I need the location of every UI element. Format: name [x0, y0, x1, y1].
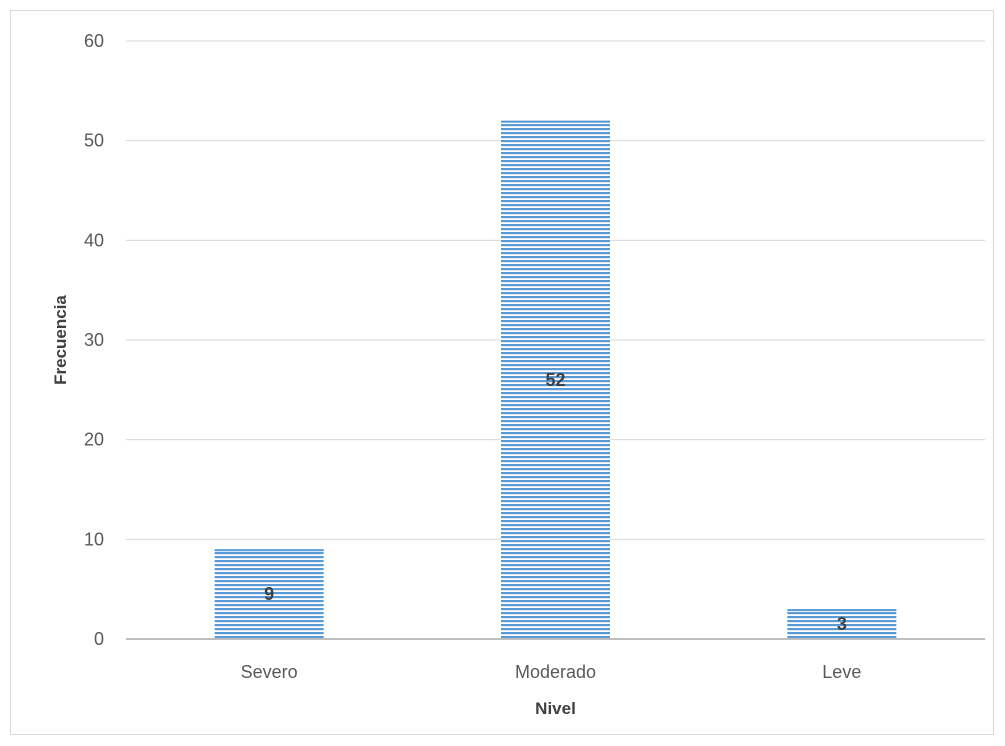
bar-moderado	[501, 120, 610, 639]
y-axis-title: Frecuencia	[51, 295, 70, 385]
bar-severo	[214, 549, 324, 639]
y-tick-label: 30	[84, 330, 104, 350]
data-label: 3	[837, 614, 847, 634]
data-label: 9	[264, 584, 274, 604]
x-tick-labels: Severo Moderado Leve	[241, 662, 862, 682]
data-label: 52	[545, 370, 565, 390]
x-axis-title: Nivel	[535, 699, 576, 718]
bar-leve	[787, 609, 897, 639]
y-tick-label: 50	[84, 131, 104, 151]
y-tick-label: 10	[84, 529, 104, 549]
x-tick-label: Severo	[241, 662, 298, 682]
data-labels: 9 52 3	[264, 370, 847, 634]
y-tick-label: 20	[84, 430, 104, 450]
bars	[214, 120, 897, 639]
y-tick-label: 40	[84, 230, 104, 250]
x-tick-label: Moderado	[515, 662, 596, 682]
y-tick-labels: 0 10 20 30 40 50 60	[84, 31, 104, 649]
x-tick-label: Leve	[822, 662, 861, 682]
y-tick-label: 60	[84, 31, 104, 51]
y-tick-label: 0	[94, 629, 104, 649]
